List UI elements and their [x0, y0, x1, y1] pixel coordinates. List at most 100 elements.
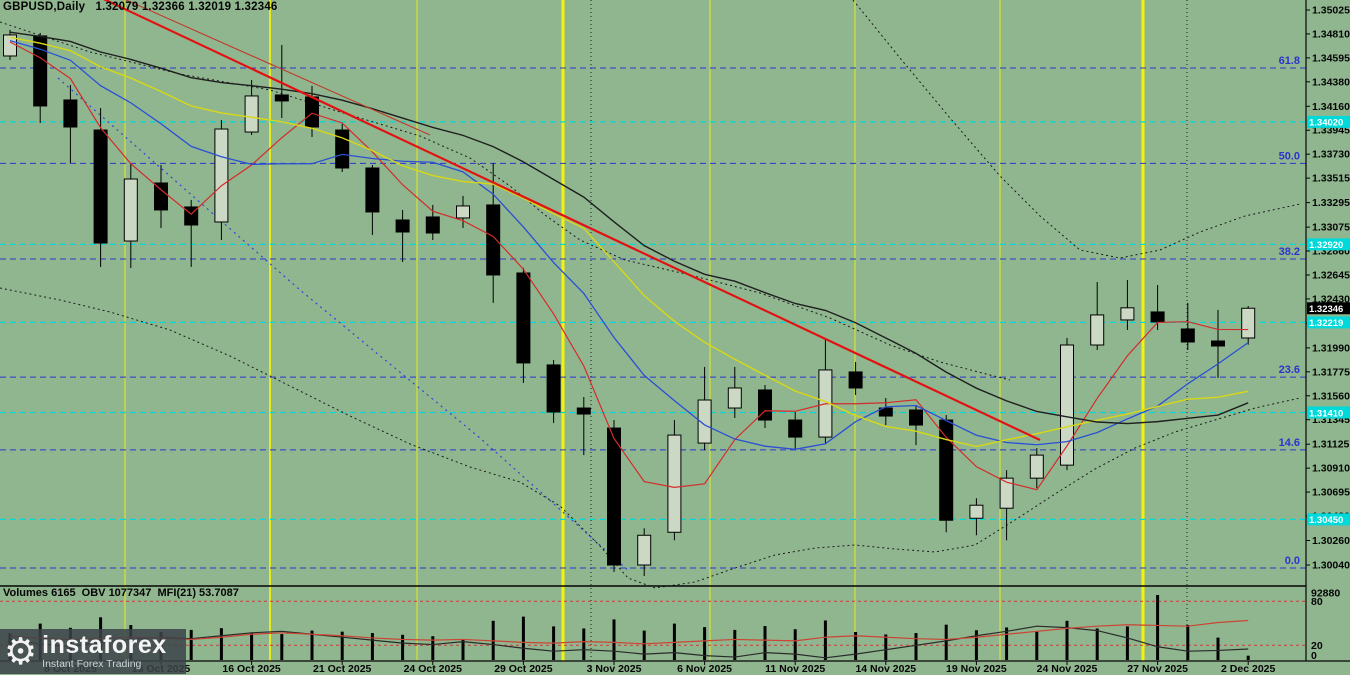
level-price-badge: [1307, 406, 1350, 419]
date-label: 19 Nov 2025: [946, 663, 1007, 675]
price-axis-label: 1.35025: [1312, 5, 1350, 17]
price-axis-label: 1.33730: [1312, 149, 1350, 161]
candle-bearish[interactable]: [576, 407, 591, 415]
price-axis-label: 1.31560: [1312, 390, 1350, 402]
fibonacci-level-label: 23.6: [1279, 364, 1300, 376]
fibonacci-level-label: 61.8: [1279, 55, 1300, 67]
level-price-badge-text: 1.32920: [1309, 240, 1343, 251]
level-price-badge: [1307, 316, 1350, 329]
candle-bearish[interactable]: [878, 407, 893, 417]
price-axis-label: 1.31775: [1312, 366, 1350, 378]
date-label: 6 Nov 2025: [677, 663, 732, 675]
price-axis-label: 1.33515: [1312, 173, 1350, 185]
date-label: 24 Oct 2025: [404, 663, 463, 675]
candle-bearish[interactable]: [1150, 311, 1165, 323]
price-axis-label: 1.30260: [1312, 535, 1350, 547]
price-axis-label: 1.30910: [1312, 463, 1350, 475]
current-price-badge: [1307, 302, 1350, 315]
candle-bearish[interactable]: [93, 129, 108, 244]
candle-bullish[interactable]: [123, 178, 138, 242]
plot-area[interactable]: [0, 0, 1306, 661]
instaforex-gear-logo-icon: ⚙: [4, 631, 38, 672]
ohlc-info-line: GBPUSD,Daily 1.32079 1.32366 1.32019 1.3…: [3, 1, 278, 13]
mfi-line: [9, 619, 1249, 645]
candle-bearish[interactable]: [274, 94, 289, 102]
current-price-badge-text: 1.32346: [1309, 304, 1343, 315]
ma-mid-line: [9, 39, 1249, 450]
level-price-badge-text: 1.30450: [1309, 515, 1343, 526]
indicator-scale-label: 80: [1311, 596, 1323, 608]
ma-slow-line: [9, 36, 1249, 448]
candle-bearish[interactable]: [425, 216, 440, 234]
candle-bullish[interactable]: [214, 128, 229, 223]
upper-bollinger-band: [852, 0, 1301, 259]
candle-bullish[interactable]: [999, 477, 1014, 509]
candle-bearish[interactable]: [788, 419, 803, 438]
candle-bearish[interactable]: [516, 272, 531, 364]
candle-bullish[interactable]: [1090, 314, 1105, 346]
indicator-scale-label: 92880: [1311, 588, 1340, 600]
candle-bullish[interactable]: [244, 95, 259, 133]
candle-bullish[interactable]: [456, 205, 470, 219]
date-label: 29 Oct 2025: [494, 663, 553, 675]
ma-fast-line: [9, 41, 1249, 491]
candle-bullish[interactable]: [1060, 344, 1074, 466]
date-label: 11 Nov 2025: [765, 663, 825, 675]
date-label: 14 Nov 2025: [855, 663, 916, 675]
price-axis-label: 1.31125: [1312, 439, 1350, 451]
brand-tagline: Instant Forex Trading: [42, 658, 142, 670]
level-price-badge-text: 1.34020: [1309, 118, 1343, 129]
candle-bearish[interactable]: [33, 35, 48, 107]
descending-trendline-minor[interactable]: [115, 0, 431, 136]
level-price-badge: [1307, 115, 1350, 128]
candle-bearish[interactable]: [1180, 328, 1195, 343]
price-axis-label: 1.30040: [1312, 559, 1350, 571]
candle-bearish[interactable]: [154, 182, 168, 211]
candle-bullish[interactable]: [1029, 454, 1044, 479]
candle-bearish[interactable]: [848, 371, 863, 389]
obv-line: [9, 625, 1249, 659]
candle-bullish[interactable]: [1241, 307, 1256, 339]
candle-bearish[interactable]: [607, 427, 621, 566]
indicator-scale-label: 0: [1311, 650, 1317, 662]
date-label: 16 Oct 2025: [222, 663, 281, 675]
price-axis-label: 1.34380: [1312, 76, 1350, 88]
price-axis-label: 1.33075: [1312, 222, 1350, 234]
fibonacci-level-label: 0.0: [1285, 555, 1300, 567]
candle-bearish[interactable]: [1211, 340, 1225, 347]
fibonacci-level-label: 38.2: [1279, 246, 1300, 258]
candle-bullish[interactable]: [697, 399, 712, 444]
date-label: 2 Dec 2025: [1221, 663, 1275, 675]
candle-bearish[interactable]: [305, 96, 319, 128]
level-price-badge-text: 1.31410: [1309, 408, 1343, 419]
level-price-badge: [1307, 513, 1350, 526]
candle-bullish[interactable]: [969, 504, 984, 519]
price-axis-label: 1.30695: [1312, 487, 1350, 499]
lower-envelope-band: [0, 287, 1301, 589]
price-axis-label: 1.33295: [1312, 197, 1350, 209]
price-axis-label: 1.31990: [1312, 342, 1350, 354]
candle-bearish[interactable]: [909, 409, 923, 426]
candle-bearish[interactable]: [486, 204, 501, 276]
candle-bearish[interactable]: [758, 389, 772, 421]
candle-bullish[interactable]: [637, 534, 652, 566]
date-label: 21 Oct 2025: [313, 663, 372, 675]
price-axis-label: 1.34810: [1312, 28, 1350, 40]
date-label: 27 Nov 2025: [1127, 663, 1188, 675]
candle-bullish[interactable]: [727, 387, 742, 409]
level-price-badge: [1307, 238, 1350, 251]
candle-bearish[interactable]: [939, 419, 954, 521]
candle-bearish[interactable]: [546, 364, 561, 413]
candle-bearish[interactable]: [365, 167, 380, 213]
date-label: 3 Nov 2025: [587, 663, 642, 675]
candle-bullish[interactable]: [667, 434, 682, 533]
fibonacci-level-label: 14.6: [1279, 437, 1300, 449]
brand-name: instaforex: [42, 631, 167, 659]
candle-bullish[interactable]: [1120, 307, 1135, 321]
candle-bearish[interactable]: [395, 219, 410, 233]
candle-bearish[interactable]: [63, 99, 78, 128]
descending-trendline-main[interactable]: [95, 0, 1041, 441]
